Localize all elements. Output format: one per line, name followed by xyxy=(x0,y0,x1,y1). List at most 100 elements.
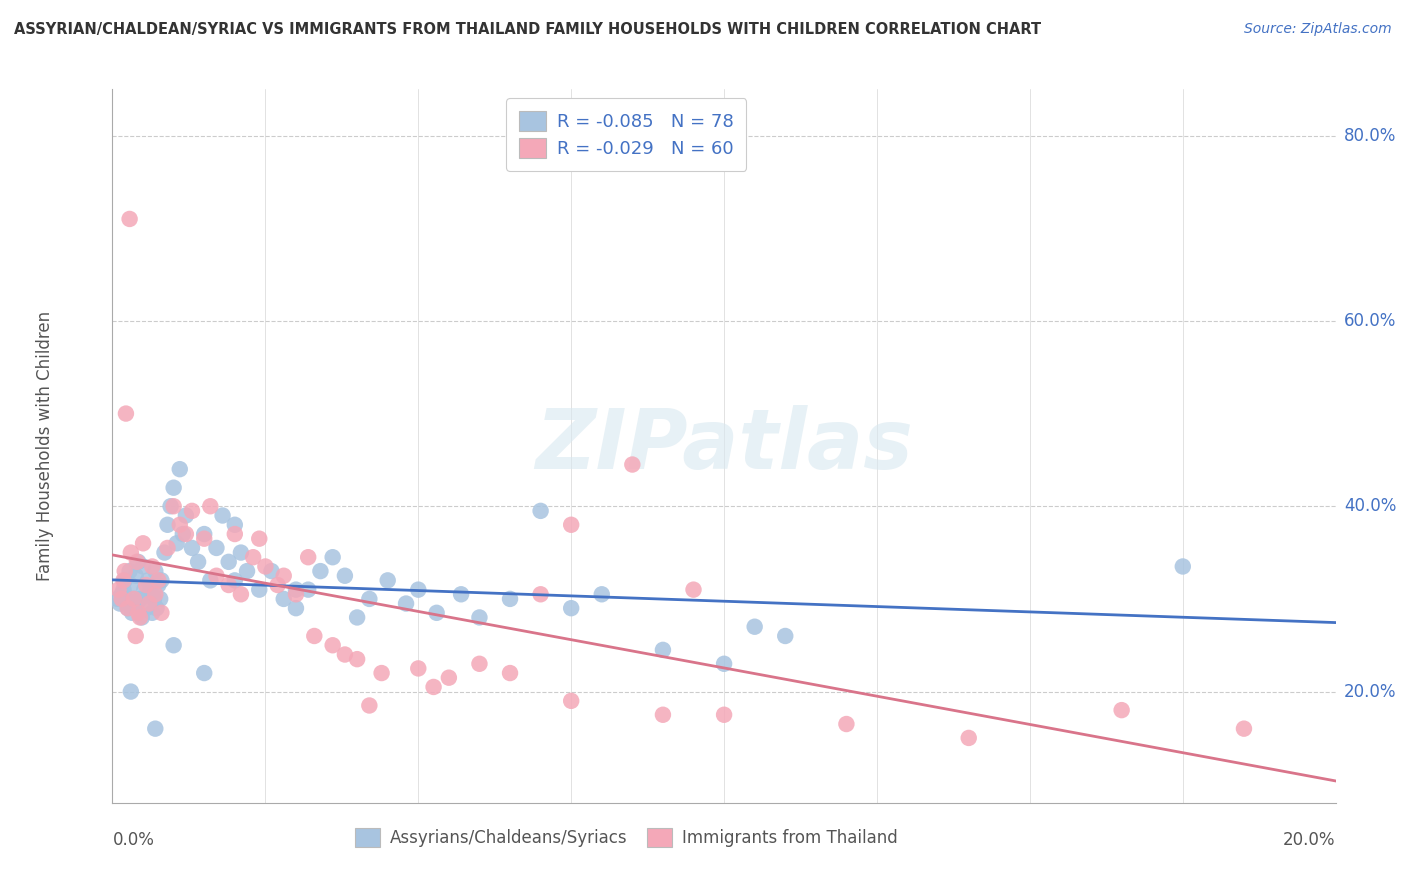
Point xyxy=(141,559,163,574)
Point xyxy=(529,587,551,601)
Point xyxy=(163,638,186,652)
Point xyxy=(135,578,157,592)
Text: Family Households with Children: Family Households with Children xyxy=(37,311,55,581)
Point xyxy=(181,541,204,555)
Point xyxy=(408,661,430,675)
Point xyxy=(229,545,252,559)
Point xyxy=(127,606,149,620)
Point xyxy=(395,597,418,611)
Point xyxy=(105,591,128,606)
Point xyxy=(112,582,135,597)
Point xyxy=(138,597,160,611)
Point xyxy=(218,578,240,592)
Point xyxy=(193,527,215,541)
Point xyxy=(1111,703,1133,717)
Point xyxy=(193,532,215,546)
Point xyxy=(426,606,449,620)
Point xyxy=(174,508,197,523)
Point xyxy=(115,591,138,606)
Point xyxy=(224,517,246,532)
Point xyxy=(111,591,134,606)
Point xyxy=(247,582,270,597)
Text: 20.0%: 20.0% xyxy=(1344,682,1396,700)
Point xyxy=(166,536,188,550)
Point xyxy=(284,582,308,597)
Point xyxy=(309,564,332,578)
Point xyxy=(129,610,152,624)
Point xyxy=(652,707,675,722)
Point xyxy=(560,517,582,532)
Point xyxy=(143,722,166,736)
Point xyxy=(156,517,179,532)
Point xyxy=(149,591,172,606)
Point xyxy=(835,717,858,731)
Point xyxy=(141,606,163,620)
Point xyxy=(127,555,149,569)
Point xyxy=(333,648,356,662)
Point xyxy=(266,578,288,592)
Text: 0.0%: 0.0% xyxy=(112,831,155,849)
Point xyxy=(224,574,246,588)
Point xyxy=(156,541,179,555)
Point xyxy=(136,574,159,588)
Point xyxy=(224,527,246,541)
Point xyxy=(174,527,197,541)
Point xyxy=(773,629,796,643)
Point xyxy=(621,458,644,472)
Point xyxy=(744,620,766,634)
Point xyxy=(1233,722,1256,736)
Point xyxy=(112,574,135,588)
Point xyxy=(120,545,142,559)
Point xyxy=(150,574,173,588)
Point xyxy=(139,582,162,597)
Point xyxy=(138,587,160,601)
Point xyxy=(129,591,152,606)
Point xyxy=(304,629,326,643)
Point xyxy=(211,508,233,523)
Point xyxy=(247,532,270,546)
Point xyxy=(322,638,344,652)
Point xyxy=(205,568,228,582)
Point xyxy=(682,582,704,597)
Point xyxy=(229,587,252,601)
Point xyxy=(148,578,170,592)
Text: 40.0%: 40.0% xyxy=(1344,497,1396,516)
Point xyxy=(132,536,155,550)
Text: 60.0%: 60.0% xyxy=(1344,312,1396,330)
Point xyxy=(468,657,491,671)
Point xyxy=(114,564,136,578)
Point xyxy=(148,574,170,588)
Point xyxy=(254,559,277,574)
Point xyxy=(370,666,392,681)
Point xyxy=(297,550,319,565)
Point xyxy=(437,671,460,685)
Point xyxy=(205,541,228,555)
Text: 80.0%: 80.0% xyxy=(1344,127,1396,145)
Point xyxy=(499,591,522,606)
Point xyxy=(713,657,735,671)
Point xyxy=(187,555,209,569)
Point xyxy=(163,481,186,495)
Point xyxy=(200,574,222,588)
Point xyxy=(125,568,148,582)
Point xyxy=(242,550,264,565)
Point xyxy=(284,601,308,615)
Text: ZIPatlas: ZIPatlas xyxy=(536,406,912,486)
Point xyxy=(125,629,148,643)
Point xyxy=(957,731,980,745)
Point xyxy=(169,462,191,476)
Point xyxy=(346,610,368,624)
Text: ASSYRIAN/CHALDEAN/SYRIAC VS IMMIGRANTS FROM THAILAND FAMILY HOUSEHOLDS WITH CHIL: ASSYRIAN/CHALDEAN/SYRIAC VS IMMIGRANTS F… xyxy=(14,22,1042,37)
Point xyxy=(560,601,582,615)
Legend: Assyrians/Chaldeans/Syriacs, Immigrants from Thailand: Assyrians/Chaldeans/Syriacs, Immigrants … xyxy=(343,817,910,859)
Point xyxy=(529,504,551,518)
Point xyxy=(260,564,283,578)
Point xyxy=(408,582,430,597)
Point xyxy=(132,559,155,574)
Point xyxy=(422,680,444,694)
Point xyxy=(159,500,181,514)
Point xyxy=(560,694,582,708)
Point xyxy=(236,564,259,578)
Point xyxy=(122,591,145,606)
Point xyxy=(120,578,142,592)
